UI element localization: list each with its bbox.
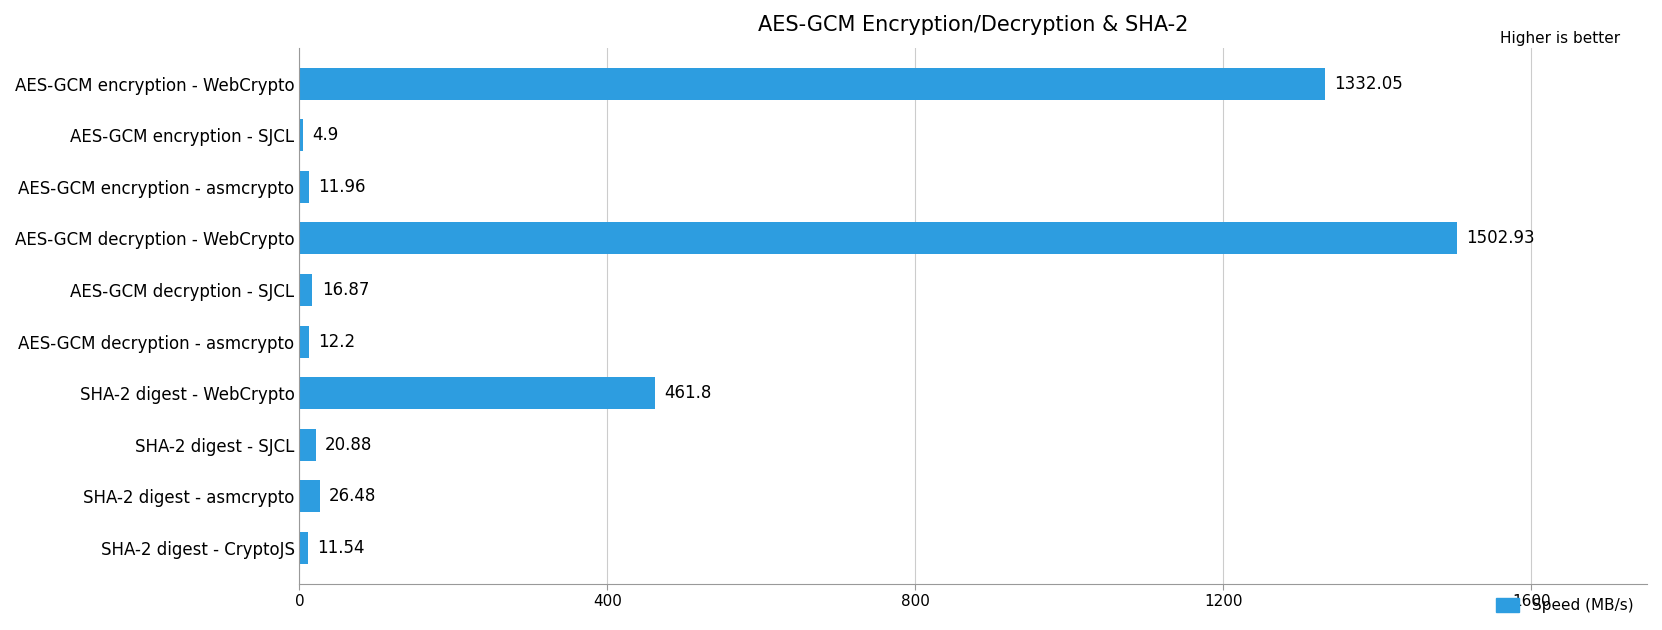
Text: 1502.93: 1502.93 (1466, 229, 1534, 248)
Text: 16.87: 16.87 (322, 281, 369, 299)
Bar (299, 428, 316, 461)
Bar (299, 171, 309, 203)
Text: 1332.05: 1332.05 (1335, 75, 1403, 93)
Bar (299, 222, 1458, 255)
Bar (299, 326, 309, 357)
Title: AES-GCM Encryption/Decryption & SHA-2: AES-GCM Encryption/Decryption & SHA-2 (758, 15, 1188, 35)
Text: 11.54: 11.54 (317, 539, 366, 557)
Bar (299, 119, 302, 151)
Bar (299, 274, 312, 306)
Legend: Speed (MB/s): Speed (MB/s) (1491, 592, 1639, 619)
Text: 12.2: 12.2 (317, 333, 356, 350)
Bar (299, 532, 309, 564)
Text: 4.9: 4.9 (312, 126, 339, 144)
Bar (299, 377, 655, 409)
Text: 26.48: 26.48 (329, 487, 377, 505)
Text: Higher is better: Higher is better (1501, 32, 1620, 47)
Bar (299, 480, 319, 512)
Text: 11.96: 11.96 (317, 178, 366, 196)
Bar (299, 68, 1325, 100)
Text: 20.88: 20.88 (324, 435, 372, 454)
Text: 461.8: 461.8 (665, 384, 711, 402)
